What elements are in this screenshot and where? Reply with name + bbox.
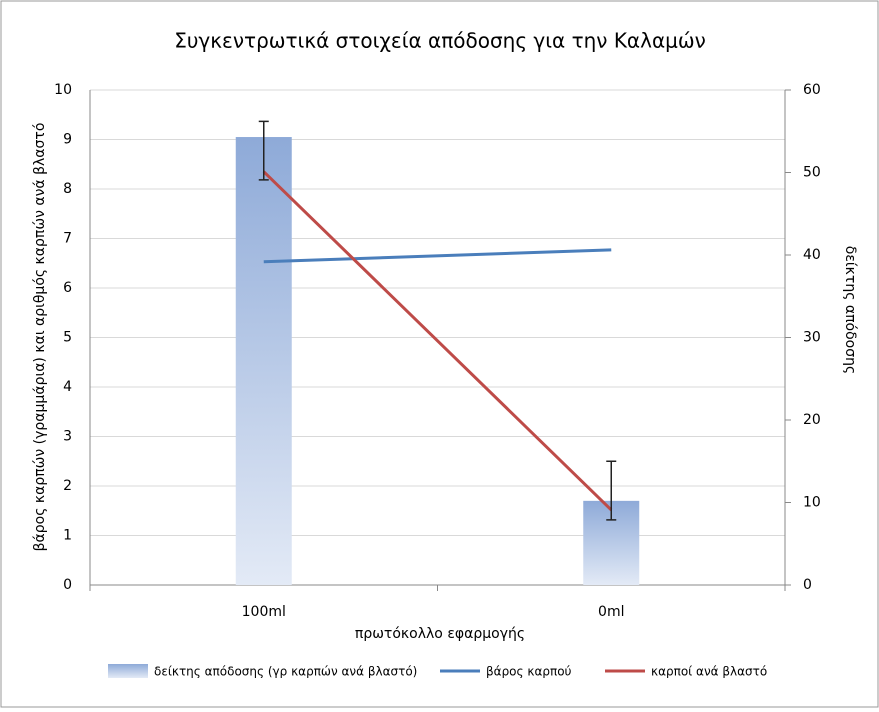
error-bar	[606, 460, 617, 521]
y2-tick-label: 10	[803, 495, 821, 511]
y-tick-label: 6	[63, 280, 72, 296]
y-tick-label: 4	[63, 379, 72, 395]
legend-label: δείκτης απόδοσης (γρ καρπών ανά βλαστό)	[154, 665, 417, 679]
y-tick-label: 7	[63, 231, 72, 247]
y2-tick-label: 50	[803, 165, 821, 181]
y2-tick-label: 60	[803, 82, 821, 98]
legend-label: βάρος καρπού	[486, 665, 572, 679]
y-tick-label: 1	[63, 528, 72, 544]
y-tick-label: 2	[63, 478, 72, 494]
y2-tick-label: 40	[803, 247, 821, 263]
y2-axis-label: δείκτης απόδοσης	[842, 246, 858, 374]
y-tick-label: 5	[63, 330, 72, 346]
y-tick-label: 10	[54, 82, 72, 98]
y2-tick-label: 20	[803, 412, 821, 428]
error-bar	[258, 120, 269, 181]
x-tick-label: 0ml	[598, 604, 624, 620]
x-tick-label: 100ml	[242, 604, 286, 620]
y-tick-label: 3	[63, 429, 72, 445]
y2-tick-label: 30	[803, 330, 821, 346]
y-tick-label: 9	[63, 132, 72, 148]
y-tick-label: 8	[63, 181, 72, 197]
line	[262, 170, 613, 511]
y-axis-label: βάρος καρπών (γραμμάρια) και αριθμός καρ…	[32, 123, 48, 552]
line	[263, 248, 612, 264]
legend-swatch	[108, 664, 148, 678]
chart-title: Συγκεντρωτικά στοιχεία απόδοσης για την …	[174, 29, 706, 53]
y2-tick-label: 0	[803, 577, 812, 593]
x-axis-label: πρωτόκολλο εφαρμογής	[355, 626, 525, 642]
bar	[235, 137, 292, 585]
legend-label: καρποί ανά βλαστό	[651, 665, 767, 679]
y-tick-label: 0	[63, 577, 72, 593]
